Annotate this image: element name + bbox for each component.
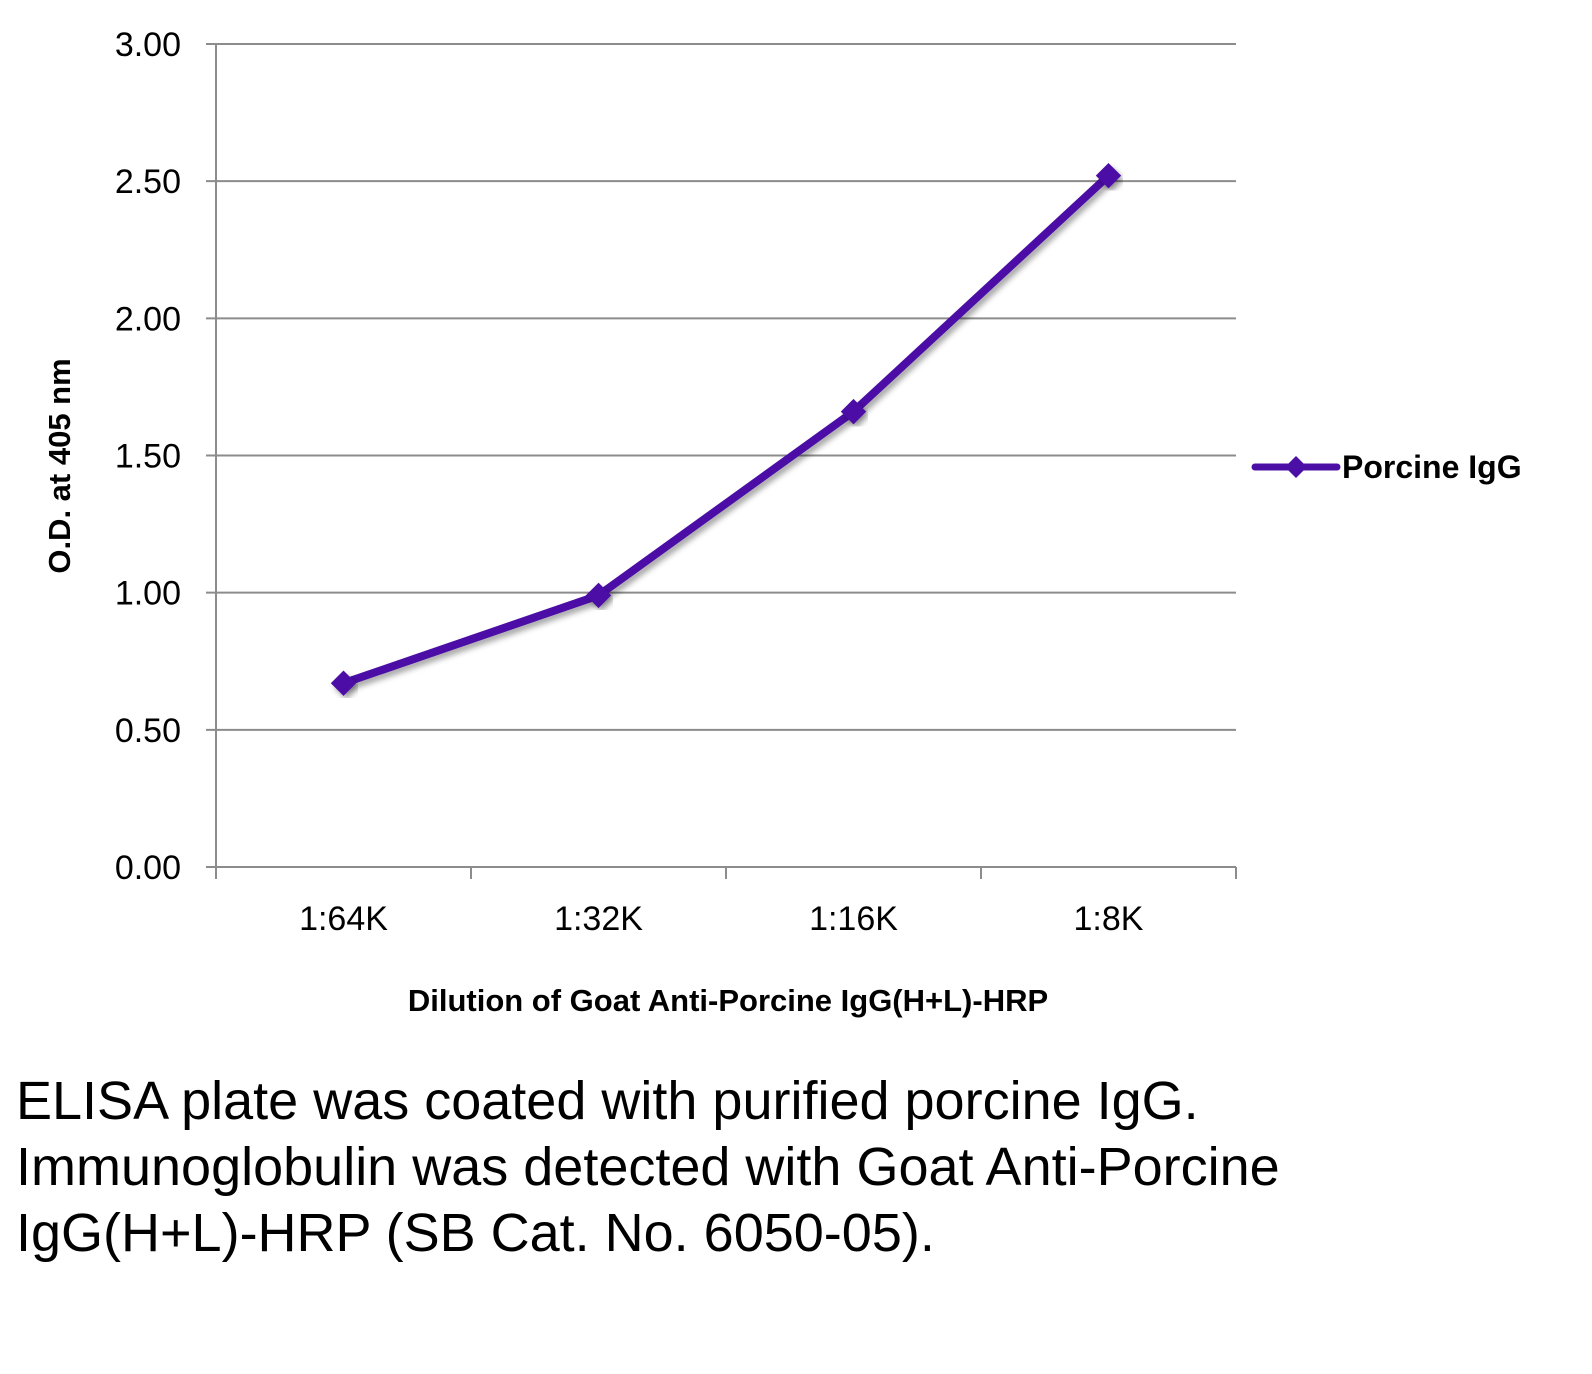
legend: Porcine IgG [1251, 449, 1522, 485]
y-tick-label: 3.00 [115, 26, 181, 64]
chart: 0.000.501.001.502.002.503.00 1:64K 1:32K 1… [42, 26, 1522, 1018]
y-axis-title: O.D. at 405 nm [42, 358, 77, 573]
x-tick-label: 1:16K [809, 900, 898, 938]
y-tick-label: 0.50 [115, 712, 181, 750]
x-axis-title: Dilution of Goat Anti-Porcine IgG(H+L)-H… [408, 983, 1048, 1018]
legend-marker [1285, 456, 1307, 478]
y-tick-label: 1.50 [115, 438, 181, 476]
y-tick-label: 0.00 [115, 849, 181, 887]
series-line [339, 171, 1113, 688]
y-tick-label: 2.50 [115, 163, 181, 201]
series-group [330, 162, 1122, 696]
x-tick-label: 1:64K [299, 900, 388, 938]
y-tick-label: 1.00 [115, 575, 181, 613]
y-tick-label: 2.00 [115, 300, 181, 338]
figure-caption: ELISA plate was coated with purified por… [16, 1071, 1280, 1263]
legend-label: Porcine IgG [1342, 449, 1522, 485]
x-tick-label: 1:8K [1074, 900, 1144, 938]
data-point [840, 398, 867, 425]
x-tick-label: 1:32K [554, 900, 643, 938]
data-point [585, 582, 612, 609]
data-point [330, 670, 357, 696]
data-point [1095, 162, 1122, 189]
axes [206, 44, 1237, 879]
x-tick-labels: 1:64K 1:32K 1:16K 1:8K [299, 900, 1144, 938]
gridlines [206, 43, 1236, 731]
y-tick-labels: 0.00 0.50 1.00 1.50 2.00 2.50 3.00 [115, 26, 181, 887]
